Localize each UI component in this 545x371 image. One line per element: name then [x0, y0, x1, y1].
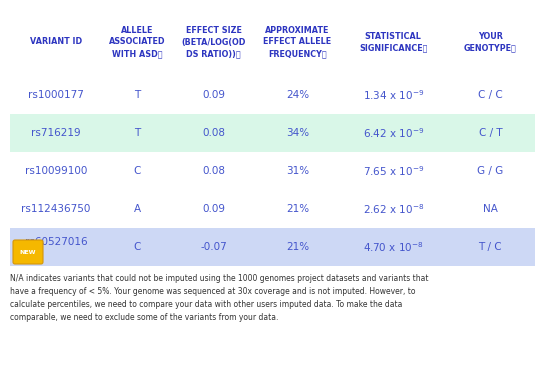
- Text: STATISTICAL
SIGNIFICANCEⓘ: STATISTICAL SIGNIFICANCEⓘ: [359, 32, 427, 52]
- Text: T: T: [134, 90, 141, 100]
- Text: T: T: [134, 128, 141, 138]
- Text: EFFECT SIZE
(BETA/LOG(OD
DS RATIO))ⓘ: EFFECT SIZE (BETA/LOG(OD DS RATIO))ⓘ: [181, 26, 246, 58]
- Text: 34%: 34%: [286, 128, 309, 138]
- Text: ALLELE
ASSOCIATED
WITH ASDⓘ: ALLELE ASSOCIATED WITH ASDⓘ: [109, 26, 166, 58]
- Text: NEW: NEW: [20, 250, 37, 255]
- Text: NA: NA: [483, 204, 498, 214]
- Text: T / C: T / C: [479, 242, 502, 252]
- Text: 6.42 x 10$^{-9}$: 6.42 x 10$^{-9}$: [362, 126, 424, 140]
- Text: C / T: C / T: [479, 128, 502, 138]
- Text: 2.62 x 10$^{-8}$: 2.62 x 10$^{-8}$: [362, 202, 424, 216]
- Text: 21%: 21%: [286, 242, 309, 252]
- Text: rs1000177: rs1000177: [28, 90, 84, 100]
- FancyBboxPatch shape: [13, 240, 43, 264]
- Text: G / G: G / G: [477, 166, 504, 176]
- Text: 1.34 x 10$^{-9}$: 1.34 x 10$^{-9}$: [362, 88, 424, 102]
- Text: rs716219: rs716219: [31, 128, 81, 138]
- Text: C / C: C / C: [478, 90, 502, 100]
- Text: C: C: [134, 166, 141, 176]
- Text: 31%: 31%: [286, 166, 309, 176]
- Text: 0.08: 0.08: [202, 166, 225, 176]
- Text: APPROXIMATE
EFFECT ALLELE
FREQUENCYⓘ: APPROXIMATE EFFECT ALLELE FREQUENCYⓘ: [263, 26, 331, 58]
- Text: rs10099100: rs10099100: [25, 166, 87, 176]
- Text: YOUR
GENOTYPEⓘ: YOUR GENOTYPEⓘ: [464, 32, 517, 52]
- FancyBboxPatch shape: [10, 114, 535, 152]
- Text: 4.70 x 10$^{-8}$: 4.70 x 10$^{-8}$: [363, 240, 423, 254]
- Text: rs112436750: rs112436750: [21, 204, 90, 214]
- Text: 0.09: 0.09: [202, 90, 225, 100]
- Text: 21%: 21%: [286, 204, 309, 214]
- FancyBboxPatch shape: [10, 228, 535, 266]
- Text: 0.09: 0.09: [202, 204, 225, 214]
- Text: 0.08: 0.08: [202, 128, 225, 138]
- Text: N/A indicates variants that could not be imputed using the 1000 genomes project : N/A indicates variants that could not be…: [10, 274, 428, 322]
- Text: VARIANT ID: VARIANT ID: [30, 37, 82, 46]
- Text: 7.65 x 10$^{-9}$: 7.65 x 10$^{-9}$: [362, 164, 424, 178]
- Text: A: A: [134, 204, 141, 214]
- Text: 24%: 24%: [286, 90, 309, 100]
- Text: rs60527016: rs60527016: [25, 237, 87, 247]
- Text: -0.07: -0.07: [200, 242, 227, 252]
- Text: C: C: [134, 242, 141, 252]
